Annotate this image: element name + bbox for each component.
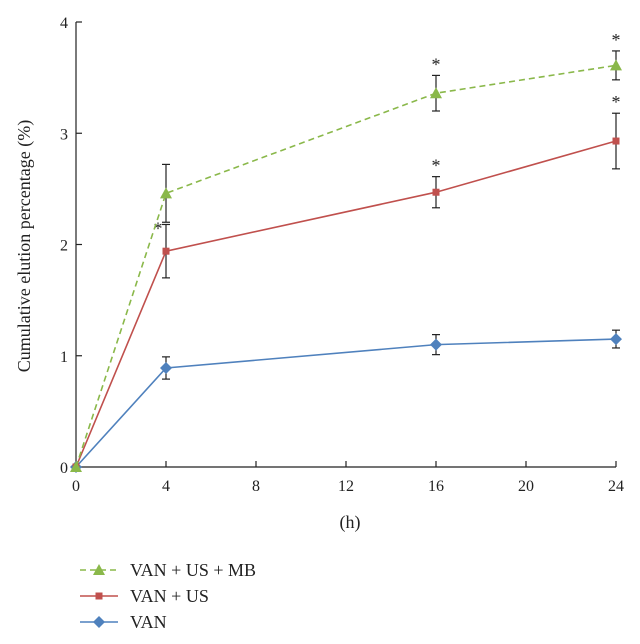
significance-marker: * — [432, 156, 441, 176]
legend-label: VAN + US — [130, 586, 209, 606]
legend-marker — [95, 592, 103, 600]
x-tick-label: 4 — [162, 478, 170, 495]
data-point — [162, 247, 170, 255]
significance-marker: * — [612, 92, 621, 112]
y-tick-label: 1 — [60, 349, 68, 366]
x-tick-label: 20 — [518, 478, 534, 495]
x-tick-label: 16 — [428, 478, 444, 495]
data-point — [160, 187, 172, 199]
data-point — [430, 338, 442, 351]
legend-marker — [93, 564, 105, 575]
legend-marker — [93, 616, 105, 628]
y-tick-label: 2 — [60, 238, 68, 255]
x-tick-label: 0 — [72, 478, 80, 495]
series-line — [75, 140, 617, 468]
significance-marker: * — [154, 218, 163, 238]
legend: VAN + US + MB VAN + US VAN — [80, 560, 256, 632]
legend-item: VAN — [80, 612, 167, 632]
series-van — [70, 329, 622, 473]
significance-marker: * — [612, 30, 621, 50]
y-axis-label: Cumulative elution percentage (%) — [14, 120, 35, 372]
series-van-us-mb: ** — [70, 30, 622, 472]
data-point — [160, 361, 172, 374]
data-point — [430, 87, 442, 99]
y-tick-label: 0 — [60, 460, 68, 477]
data-point — [612, 137, 620, 145]
y-tick-label: 4 — [60, 15, 68, 32]
x-tick-label: 24 — [608, 478, 624, 495]
legend-item: VAN + US + MB — [80, 560, 256, 580]
legend-label: VAN — [130, 612, 167, 632]
x-tick-label: 12 — [338, 478, 354, 495]
data-point — [432, 188, 440, 196]
series-van-us: * * * — [72, 92, 621, 471]
data-point — [70, 461, 82, 472]
legend-item: VAN + US — [80, 586, 209, 606]
y-tick-label: 3 — [60, 126, 68, 143]
significance-marker: * — [432, 54, 441, 74]
series-layer: ***** — [70, 30, 622, 473]
series-line — [75, 338, 617, 468]
legend-label: VAN + US + MB — [130, 560, 256, 580]
x-axis-label: (h) — [340, 512, 361, 533]
x-tick-label: 8 — [252, 478, 260, 495]
data-point — [610, 333, 622, 346]
series-line — [75, 64, 617, 468]
data-point — [610, 59, 622, 71]
